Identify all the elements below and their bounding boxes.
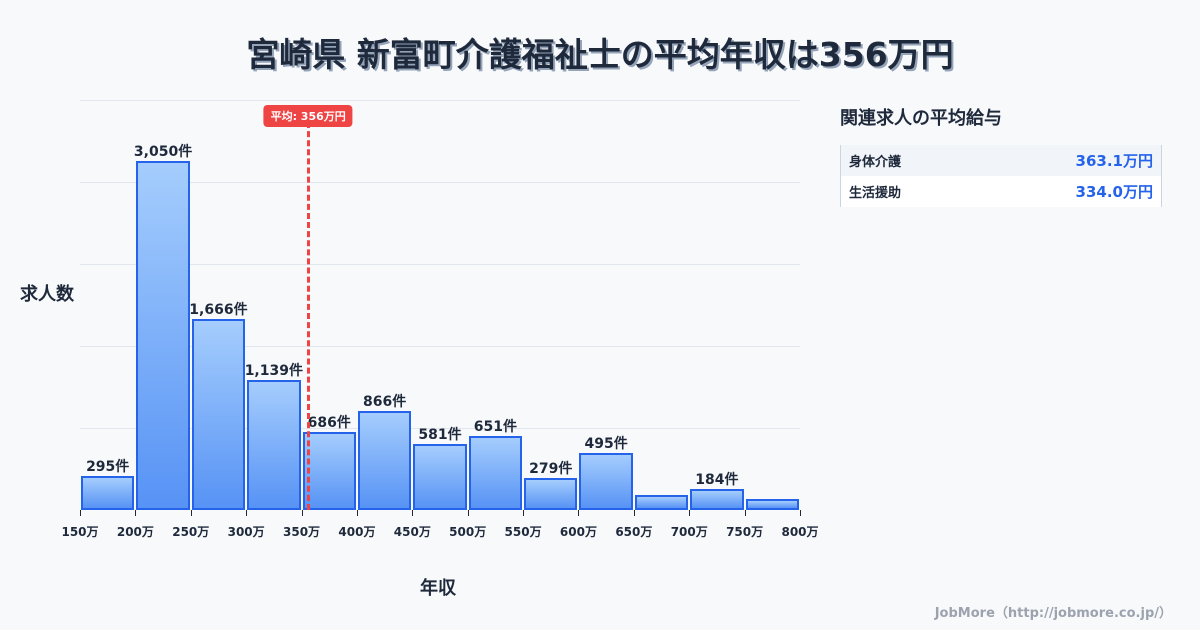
histogram-bar [745,499,799,510]
x-tick [800,510,801,516]
salary-row-value: 334.0万円 [1075,183,1153,201]
x-tick [135,510,137,516]
histogram-bar [136,161,190,510]
x-tick [578,510,580,516]
histogram-bar [524,478,578,510]
x-tick-label: 450万 [393,525,431,539]
x-tick [246,510,248,516]
histogram-bar [357,410,412,510]
average-line [307,122,311,510]
x-tick-label: 750万 [726,525,764,539]
x-tick-label: 600万 [559,525,597,539]
histogram-bar [413,443,467,510]
salary-row-physical-care: 身体介護 363.1万円 [841,145,1161,176]
x-axis-label: 年収 [420,578,456,599]
histogram-bar [191,319,246,510]
x-tick [523,510,525,516]
x-tick [689,510,691,516]
x-tick-label: 700万 [670,525,708,539]
gridline [80,182,800,183]
histogram-bar [690,488,744,510]
x-tick-label: 650万 [615,525,653,539]
bar-value-label: 651件 [473,418,517,435]
salary-row-name: 身体介護 [849,155,902,170]
x-tick-label: 300万 [227,525,265,539]
x-tick-label: 200万 [116,525,154,539]
histogram-bar [302,431,356,510]
x-tick [80,510,81,516]
bar-value-label: 1,666件 [189,302,248,319]
bar-value-label: 495件 [584,436,628,453]
histogram-bar [468,435,523,510]
x-tick [744,510,746,516]
x-tick [467,510,469,516]
related-salary-table: 身体介護 363.1万円 生活援助 334.0万円 [840,145,1162,207]
gridline [80,100,800,101]
source-credit: JobMore（http://jobmore.co.jp/） [934,606,1172,621]
x-tick [190,510,192,516]
x-tick-label: 800万 [781,525,819,539]
bar-value-label: 1,139件 [244,362,303,379]
bar-value-label: 184件 [695,471,739,488]
chart-title: 宮崎県 新富町介護福祉士の平均年収は356万円 [246,35,954,74]
histogram-plot: 295件 3,050件 1,666件 1,139件 686件 866件 581件 651件 27… [61,100,819,539]
bar-value-label: 866件 [362,393,407,410]
related-salary-title: 関連求人の平均給与 [840,108,1002,129]
x-tick [412,510,414,516]
gridline [80,428,800,429]
average-badge: 平均: 356万円 [263,105,353,127]
x-tick-label: 350万 [283,525,321,539]
bar-value-label: 295件 [86,459,130,476]
bar-value-label: 279件 [529,461,573,478]
histogram-bar [634,495,689,510]
salary-row-value: 363.1万円 [1075,152,1153,170]
x-tick [301,510,303,516]
x-tick-label: 150万 [61,525,99,539]
salary-row-name: 生活援助 [849,186,902,201]
histogram-bar [247,379,301,510]
gridline [80,346,800,347]
bar-value-label: 3,050件 [133,144,193,161]
gridline [80,264,800,265]
x-tick-label: 400万 [338,525,376,539]
x-tick [356,510,358,516]
y-axis-label: 求人数 [20,284,74,305]
x-tick-label: 250万 [172,525,210,539]
histogram-bar [579,453,633,510]
x-tick [633,510,635,516]
x-tick-label: 550万 [504,525,542,539]
x-tick-label: 500万 [449,525,487,539]
bar-value-label: 581件 [418,426,462,443]
histogram-bar [81,476,135,510]
salary-row-daily-support: 生活援助 334.0万円 [841,176,1161,207]
bar-value-label: 686件 [307,414,351,431]
